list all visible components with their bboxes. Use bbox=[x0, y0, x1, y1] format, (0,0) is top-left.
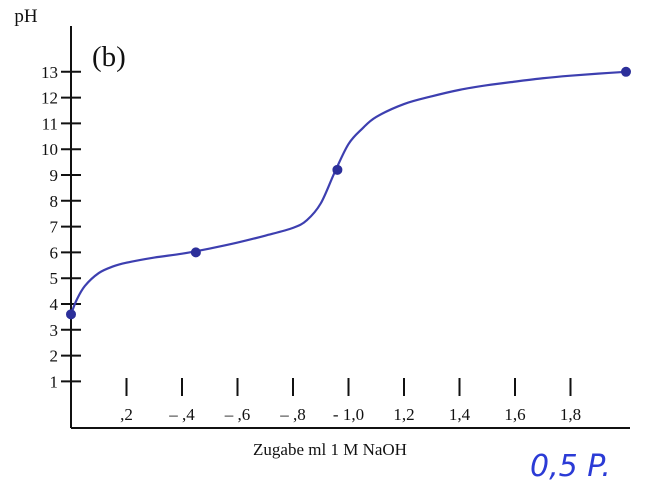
x-tick-label-3: – ,8 bbox=[279, 405, 306, 424]
series-group bbox=[66, 66, 631, 320]
y-tick-label-7: 7 bbox=[50, 218, 59, 237]
x-tick-label-5: 1,2 bbox=[393, 405, 414, 424]
y-tick-label-11: 11 bbox=[42, 114, 58, 133]
handwritten-note: 0,5 P. bbox=[530, 449, 611, 484]
y-tick-label-1: 1 bbox=[50, 372, 59, 391]
x-tick-label-4: - 1,0 bbox=[333, 405, 364, 424]
y-tick-label-3: 3 bbox=[50, 321, 59, 340]
panel-label: (b) bbox=[92, 41, 126, 73]
y-tick-label-2: 2 bbox=[50, 347, 59, 366]
x-tick-label-8: 1,8 bbox=[560, 405, 581, 424]
axes bbox=[70, 26, 630, 429]
y-axis-label: pH bbox=[14, 6, 38, 27]
x-tick-label-0: ,2 bbox=[120, 405, 133, 424]
x-ticks: ,2 – ,4 – ,6 – ,8 - 1,0 1,2 1,4 1,6 1,8 bbox=[120, 378, 581, 424]
y-tick-label-13: 13 bbox=[41, 63, 58, 82]
data-point-3 bbox=[621, 66, 631, 77]
x-tick-label-2: – ,6 bbox=[224, 405, 251, 424]
data-point-2 bbox=[332, 164, 343, 175]
y-tick-label-6: 6 bbox=[50, 243, 59, 262]
data-point-0 bbox=[66, 309, 76, 320]
titration-curve bbox=[69, 70, 628, 316]
y-tick-label-9: 9 bbox=[50, 166, 59, 185]
x-tick-label-1: – ,4 bbox=[168, 405, 195, 424]
y-tick-label-12: 12 bbox=[41, 89, 58, 108]
y-tick-label-10: 10 bbox=[41, 140, 58, 159]
y-tick-label-5: 5 bbox=[50, 269, 59, 288]
y-tick-label-8: 8 bbox=[50, 192, 59, 211]
x-tick-label-6: 1,4 bbox=[449, 405, 471, 424]
y-tick-label-4: 4 bbox=[50, 295, 59, 314]
x-axis-label: Zugabe ml 1 M NaOH bbox=[253, 440, 407, 459]
data-point-1 bbox=[190, 247, 201, 258]
x-tick-label-7: 1,6 bbox=[504, 405, 525, 424]
